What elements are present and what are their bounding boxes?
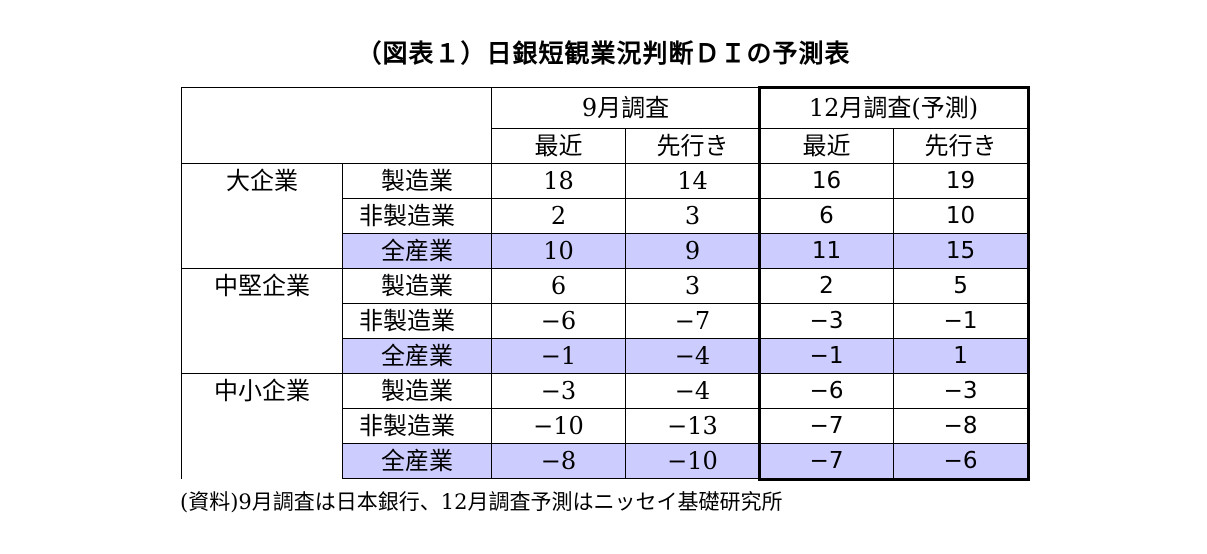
dec-recent-value: −3 (759, 303, 894, 339)
dec-forecast-value: 19 (892, 163, 1029, 199)
industry-label: 全産業 (342, 443, 492, 479)
sep-recent-value: 2 (491, 198, 626, 234)
header-blank-cell (181, 87, 492, 164)
sep-forecast-value: 14 (625, 163, 760, 199)
dec-recent-value: −7 (759, 443, 894, 479)
table-row-total: 全産業 −8 −10 −7 −6 (182, 443, 1029, 479)
sep-recent-value: −10 (491, 408, 626, 444)
header-row-survey: 9月調査 12月調査(予測) (181, 87, 1029, 164)
di-forecast-table: 9月調査 12月調査(予測) 最近 先行き 最近 先行き 大企業 製造業 18 … (181, 87, 1029, 479)
sep-recent-value: 10 (491, 233, 626, 269)
dec-recent-value: 11 (759, 233, 894, 269)
sep-forecast-value: 9 (625, 233, 760, 269)
sep-recent-value: −1 (491, 338, 626, 374)
header-sep-forecast: 先行き (625, 128, 760, 164)
dec-forecast-value: 1 (892, 338, 1029, 374)
page-title: （図表１）日銀短観業況判断ＤＩの予測表 (356, 39, 851, 68)
table-row-total: 全産業 −1 −4 −1 1 (182, 338, 1029, 374)
header-dec-recent: 最近 (759, 128, 894, 164)
dec-forecast-value: −1 (892, 303, 1029, 339)
industry-label: 非製造業 (342, 303, 492, 339)
group-label-midsize: 中堅企業 (181, 268, 343, 374)
industry-label: 製造業 (342, 163, 492, 199)
dec-forecast-value: 10 (892, 198, 1029, 234)
sep-forecast-value: 3 (625, 268, 760, 304)
group-label-small: 中小企業 (181, 373, 343, 479)
dec-recent-value: 16 (759, 163, 894, 199)
table-row: 非製造業 2 3 6 10 (182, 198, 1029, 234)
table-row: 中小企業 製造業 −3 −4 −6 −3 (181, 373, 1029, 479)
industry-label: 全産業 (342, 233, 492, 269)
dec-recent-value: −7 (759, 408, 894, 444)
table-row-total: 全産業 10 9 11 15 (182, 233, 1029, 269)
dec-recent-value: 2 (759, 268, 894, 304)
header-december-survey-forecast: 12月調査(予測) (758, 87, 1029, 129)
sep-forecast-value: 3 (625, 198, 760, 234)
table-row: 非製造業 −6 −7 −3 −1 (182, 303, 1029, 339)
header-dec-forecast: 先行き (892, 128, 1029, 164)
group-label-large: 大企業 (181, 163, 343, 269)
dec-forecast-value: 15 (892, 233, 1029, 269)
industry-label: 非製造業 (342, 408, 492, 444)
dec-forecast-value: −3 (892, 373, 1029, 409)
industry-label: 全産業 (342, 338, 492, 374)
header-sep-recent: 最近 (491, 128, 626, 164)
dec-forecast-value: 5 (892, 268, 1029, 304)
dec-recent-value: −6 (759, 373, 894, 409)
header-september-survey: 9月調査 (491, 87, 760, 129)
industry-label: 製造業 (342, 268, 492, 304)
sep-recent-value: 6 (491, 268, 626, 304)
dec-forecast-value: −6 (892, 443, 1029, 479)
sep-recent-value: −6 (491, 303, 626, 339)
dec-recent-value: 6 (759, 198, 894, 234)
table-row: 中堅企業 製造業 6 3 2 5 (181, 268, 1029, 374)
sep-recent-value: −3 (491, 373, 626, 409)
sep-forecast-value: −7 (625, 303, 760, 339)
dec-recent-value: −1 (759, 338, 894, 374)
sep-forecast-value: −13 (625, 408, 760, 444)
source-note: (資料)9月調査は日本銀行、12月調査予測はニッセイ基礎研究所 (180, 490, 783, 514)
sep-forecast-value: −4 (625, 373, 760, 409)
table-row: 大企業 製造業 18 14 16 19 (181, 163, 1029, 269)
industry-label: 製造業 (342, 373, 492, 409)
dec-forecast-value: −8 (892, 408, 1029, 444)
sep-forecast-value: −10 (625, 443, 760, 479)
industry-label: 非製造業 (342, 198, 492, 234)
sep-recent-value: −8 (491, 443, 626, 479)
sep-forecast-value: −4 (625, 338, 760, 374)
sep-recent-value: 18 (491, 163, 626, 199)
